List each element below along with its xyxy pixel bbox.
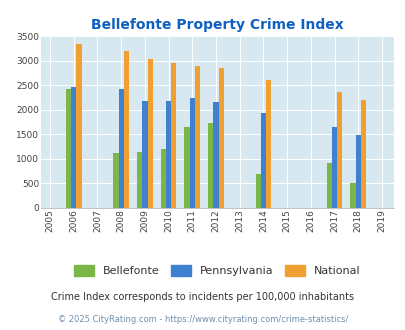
- Bar: [218, 68, 223, 208]
- Text: Crime Index corresponds to incidents per 100,000 inhabitants: Crime Index corresponds to incidents per…: [51, 292, 354, 302]
- Bar: [331, 127, 336, 208]
- Bar: [355, 135, 360, 208]
- Bar: [147, 59, 152, 208]
- Bar: [255, 174, 260, 208]
- Bar: [160, 148, 166, 208]
- Bar: [336, 92, 341, 208]
- Bar: [118, 89, 124, 208]
- Text: © 2025 CityRating.com - https://www.cityrating.com/crime-statistics/: © 2025 CityRating.com - https://www.city…: [58, 315, 347, 324]
- Bar: [265, 81, 271, 208]
- Bar: [124, 51, 129, 208]
- Bar: [66, 89, 71, 208]
- Bar: [350, 183, 355, 208]
- Bar: [171, 63, 176, 208]
- Bar: [360, 100, 365, 208]
- Bar: [189, 98, 194, 208]
- Bar: [113, 153, 118, 208]
- Bar: [166, 101, 171, 208]
- Bar: [71, 87, 76, 208]
- Bar: [137, 151, 142, 208]
- Bar: [142, 101, 147, 208]
- Bar: [326, 163, 331, 208]
- Bar: [194, 66, 200, 208]
- Title: Bellefonte Property Crime Index: Bellefonte Property Crime Index: [91, 18, 343, 32]
- Bar: [76, 44, 81, 208]
- Bar: [260, 113, 265, 208]
- Legend: Bellefonte, Pennsylvania, National: Bellefonte, Pennsylvania, National: [74, 265, 359, 276]
- Bar: [184, 127, 189, 208]
- Bar: [213, 103, 218, 208]
- Bar: [208, 122, 213, 208]
